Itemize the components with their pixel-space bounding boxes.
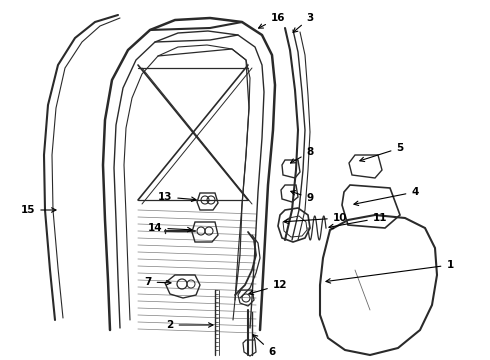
Text: 3: 3 [293,13,314,32]
Text: 16: 16 [259,13,285,28]
Text: 13: 13 [158,192,196,202]
Text: 14: 14 [147,223,192,233]
Text: 10: 10 [284,213,347,224]
Text: 12: 12 [249,280,287,295]
Text: 2: 2 [167,320,213,330]
Text: 4: 4 [354,187,418,206]
Text: 7: 7 [145,277,171,287]
Text: 1: 1 [326,260,454,283]
Text: 6: 6 [253,335,275,357]
Text: 8: 8 [291,147,314,163]
Text: 11: 11 [329,213,387,229]
Text: 9: 9 [291,191,314,203]
Text: 5: 5 [360,143,404,162]
Text: 15: 15 [21,205,56,215]
